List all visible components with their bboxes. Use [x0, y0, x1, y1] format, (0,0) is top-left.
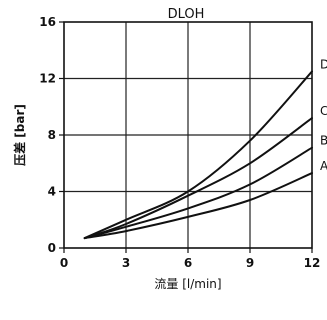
series-label-D: D — [320, 57, 327, 71]
y-tick-label-16: 16 — [39, 15, 56, 29]
x-tick-labels: 0 3 6 9 12 — [60, 248, 321, 270]
y-tick-label-0: 0 — [48, 241, 56, 255]
x-tick-label-0: 0 — [60, 256, 68, 270]
x-tick-label-12: 12 — [304, 256, 321, 270]
series-labels: AB C D — [320, 57, 327, 173]
y-tick-label-12: 12 — [39, 72, 56, 86]
chart-title: DLOH — [168, 7, 205, 22]
grid — [64, 22, 312, 248]
series-line-D — [83, 70, 313, 240]
series-line-B — [83, 146, 313, 240]
series-line-C — [83, 117, 313, 240]
y-axis-label: 压差 [bar] — [12, 104, 27, 166]
x-tick-label-3: 3 — [122, 256, 130, 270]
series-line-A — [83, 172, 313, 240]
y-tick-label-4: 4 — [48, 185, 56, 199]
y-tick-label-8: 8 — [48, 128, 56, 142]
y-tick-labels: 0 4 8 12 16 — [39, 15, 64, 255]
series-lines — [83, 70, 313, 240]
series-label-C: C — [320, 104, 327, 118]
series-label-A: A — [320, 159, 327, 173]
x-axis-label: 流量 [l/min] — [154, 277, 221, 291]
x-tick-label-9: 9 — [246, 256, 254, 270]
series-label-B: B — [320, 134, 327, 148]
x-tick-label-6: 6 — [184, 256, 192, 270]
